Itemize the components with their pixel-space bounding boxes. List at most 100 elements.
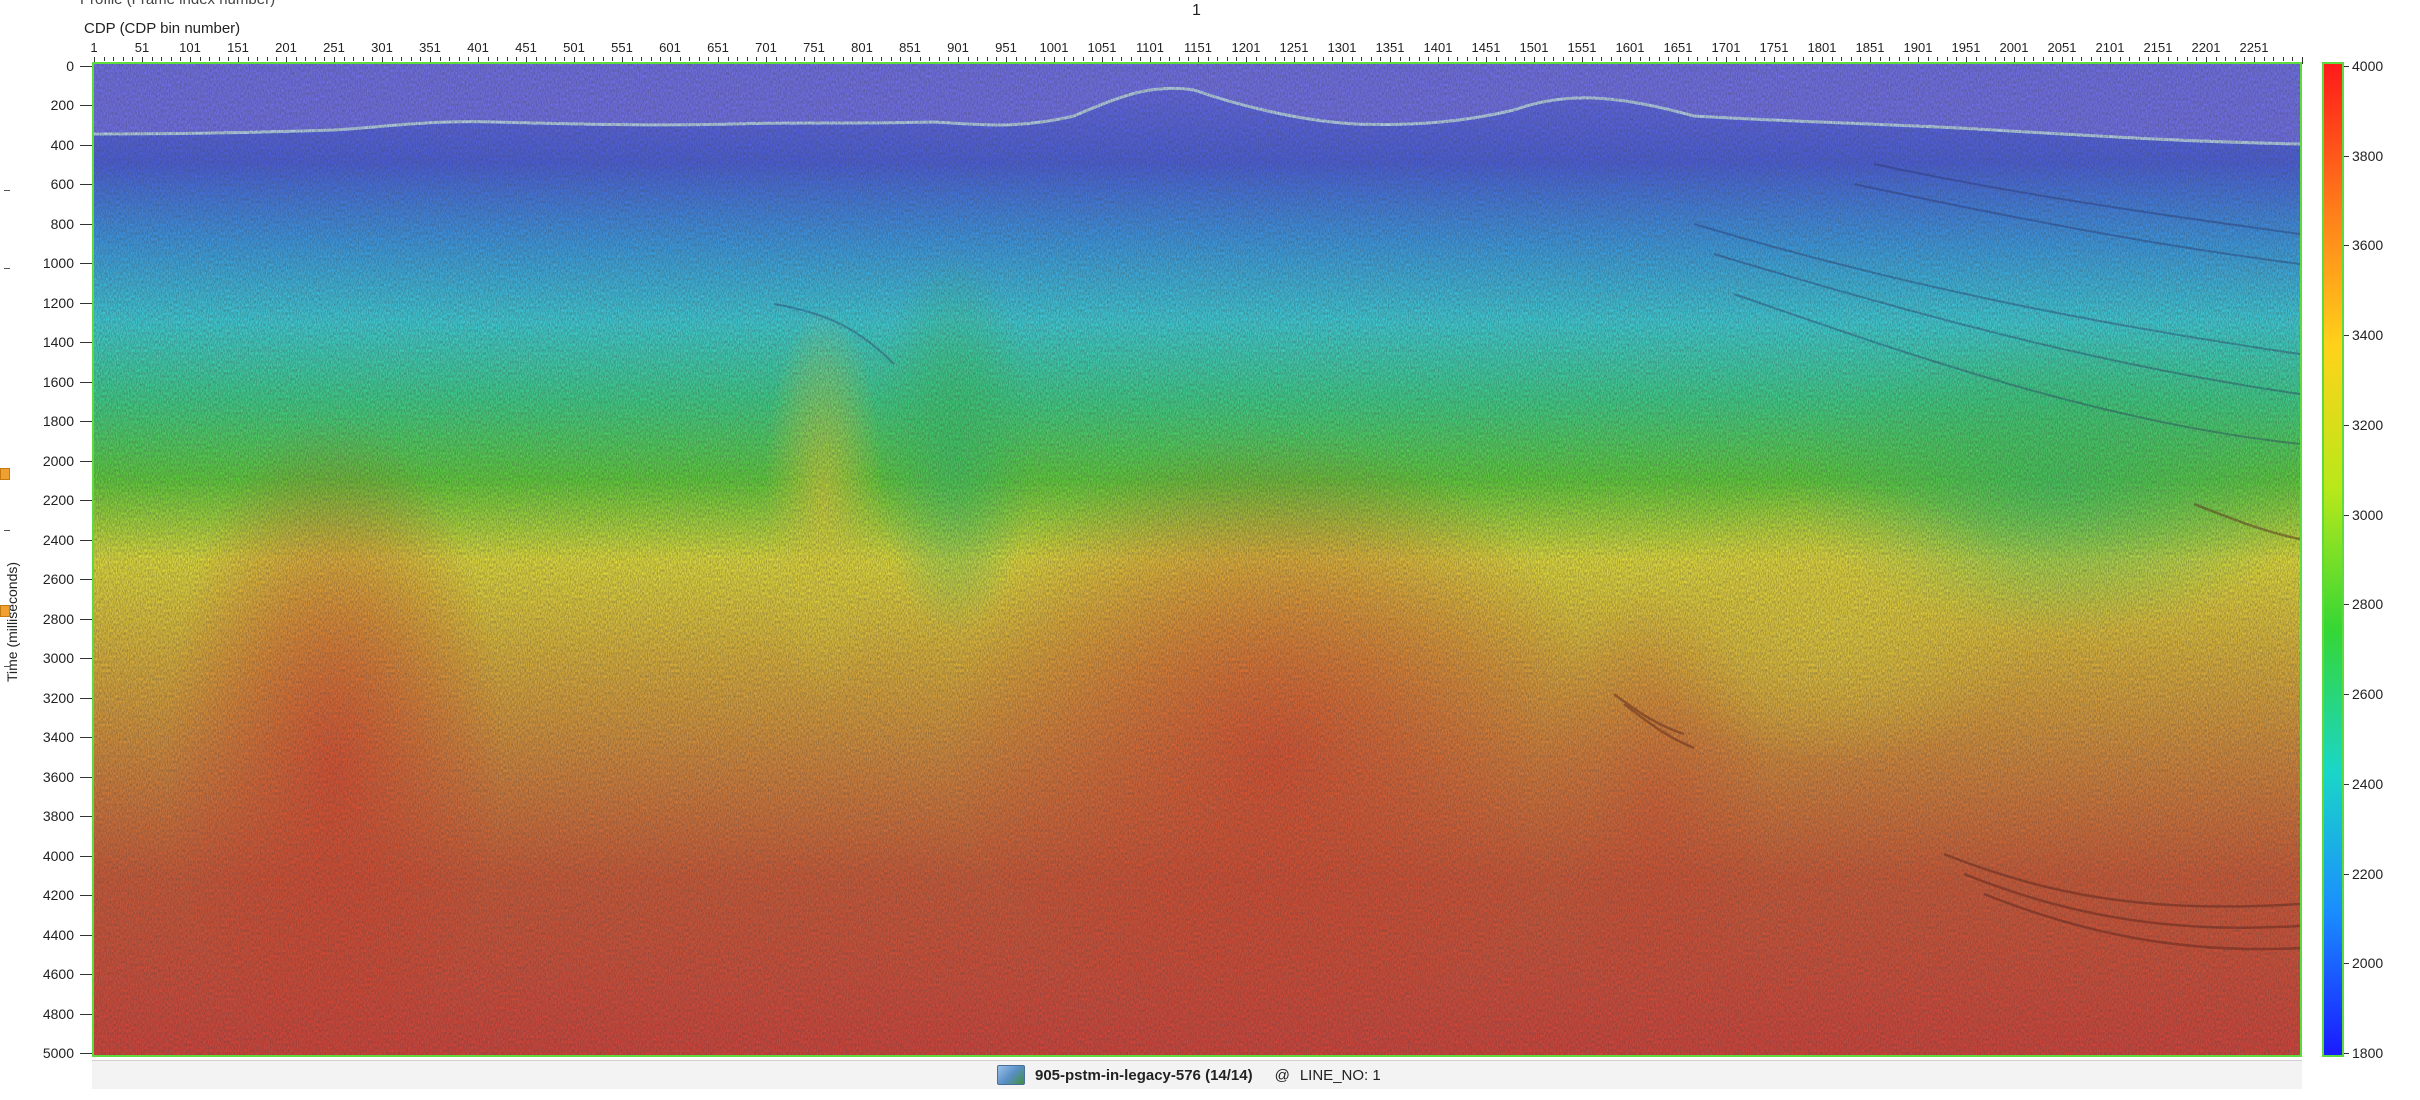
x-tick: [641, 57, 643, 61]
x-tick: [1486, 57, 1487, 64]
x-tick-label: 1801: [1807, 40, 1837, 55]
y-tick: [80, 816, 92, 818]
x-tick: [1994, 57, 1996, 61]
x-tick: [1726, 57, 1727, 64]
x-tick: [1111, 57, 1113, 61]
x-tick: [2090, 57, 2092, 61]
x-tick: [343, 57, 345, 61]
x-tick: [1534, 57, 1535, 64]
x-tick-label: 1901: [1903, 40, 1933, 55]
colorbar-tick-label: 4000: [2352, 58, 2384, 74]
y-tick: [80, 381, 92, 383]
x-tick: [660, 57, 662, 61]
x-tick: [2004, 57, 2006, 61]
y-tick: [80, 855, 92, 857]
x-tick: [1034, 57, 1036, 61]
x-tick: [1860, 57, 1862, 61]
y-tick-label: 3800: [42, 808, 74, 825]
x-tick: [967, 57, 969, 61]
y-tick-label: 1600: [42, 373, 74, 390]
y-tick: [80, 618, 92, 620]
x-tick: [468, 57, 470, 61]
x-tick: [1572, 57, 1574, 61]
x-tick: [2273, 57, 2275, 61]
x-tick: [199, 57, 201, 61]
x-tick: [2129, 57, 2131, 61]
edge-tick: [4, 190, 10, 191]
x-axis-title: CDP (CDP bin number): [84, 20, 241, 37]
x-tick-label: 1301: [1327, 40, 1357, 55]
x-tick: [842, 57, 844, 61]
x-tick: [1927, 57, 1929, 61]
x-tick: [1620, 57, 1622, 61]
x-tick: [1351, 57, 1353, 61]
x-tick: [1841, 57, 1843, 61]
x-tick: [2158, 57, 2159, 64]
dataset-icon[interactable]: [997, 1065, 1025, 1085]
x-tick: [1438, 57, 1439, 64]
x-tick: [1361, 57, 1363, 61]
x-tick: [247, 57, 249, 61]
x-tick-label: 851: [899, 40, 921, 55]
x-tick: [391, 57, 393, 61]
side-marker-bottom[interactable]: [0, 605, 10, 617]
x-tick: [1015, 57, 1017, 61]
x-tick: [1255, 57, 1257, 61]
line-number-label: LINE_NO: 1: [1299, 1066, 1381, 1084]
x-tick: [794, 57, 796, 61]
x-tick: [689, 57, 691, 61]
seismic-velocity-overlay[interactable]: [94, 64, 2300, 1055]
x-tick: [593, 57, 595, 61]
x-tick: [2196, 57, 2198, 61]
y-tick: [80, 934, 92, 936]
y-tick-label: 800: [50, 215, 74, 232]
colorbar-tick: [2344, 873, 2349, 875]
x-tick: [564, 57, 566, 61]
y-tick-label: 1800: [42, 413, 74, 430]
x-tick-label: 1651: [1663, 40, 1693, 55]
x-tick: [190, 57, 191, 64]
x-tick-label: 1351: [1375, 40, 1405, 55]
x-tick: [1898, 57, 1900, 61]
x-tick: [2014, 57, 2015, 64]
x-tick: [977, 57, 979, 61]
x-tick: [1274, 57, 1276, 61]
colorbar-tick: [2344, 1053, 2349, 1054]
colorbar-tick-label: 2000: [2352, 955, 2384, 972]
x-tick-label: 1: [90, 40, 98, 55]
x-tick-label: 2101: [2095, 40, 2125, 55]
x-tick: [1188, 57, 1190, 61]
x-tick: [1975, 57, 1977, 61]
x-tick: [1553, 57, 1555, 61]
x-tick: [1937, 57, 1939, 61]
x-tick-label: 251: [323, 40, 345, 55]
x-tick: [1409, 57, 1411, 61]
x-tick-label: 901: [947, 40, 969, 55]
x-tick: [2282, 57, 2284, 61]
x-tick: [1054, 57, 1055, 64]
y-tick-label: 4000: [42, 847, 74, 864]
x-tick: [170, 57, 172, 61]
x-tick: [2167, 57, 2169, 61]
x-tick: [497, 57, 499, 61]
y-tick: [80, 184, 92, 186]
side-marker-top[interactable]: [0, 468, 10, 480]
x-tick: [1706, 57, 1708, 61]
x-tick: [986, 57, 988, 61]
x-tick: [487, 57, 489, 61]
x-tick: [622, 57, 623, 64]
x-tick-label: 401: [467, 40, 489, 55]
colorbar-tick: [2344, 155, 2349, 157]
y-tick: [80, 658, 92, 660]
edge-tick: [4, 666, 10, 667]
x-tick: [1687, 57, 1689, 61]
y-tick-label: 4600: [42, 966, 74, 983]
x-tick: [257, 57, 259, 61]
y-tick-label: 200: [50, 97, 74, 114]
x-tick: [372, 57, 374, 61]
x-tick: [900, 57, 902, 61]
dataset-name[interactable]: 905-pstm-in-legacy-576 (14/14): [1035, 1066, 1253, 1084]
x-tick: [938, 57, 940, 61]
seismic-section-plot[interactable]: [92, 62, 2302, 1057]
x-axis: 1 51 101 151 201 251 301 351 401 451 501 551 601 651 7…: [90, 40, 2303, 64]
